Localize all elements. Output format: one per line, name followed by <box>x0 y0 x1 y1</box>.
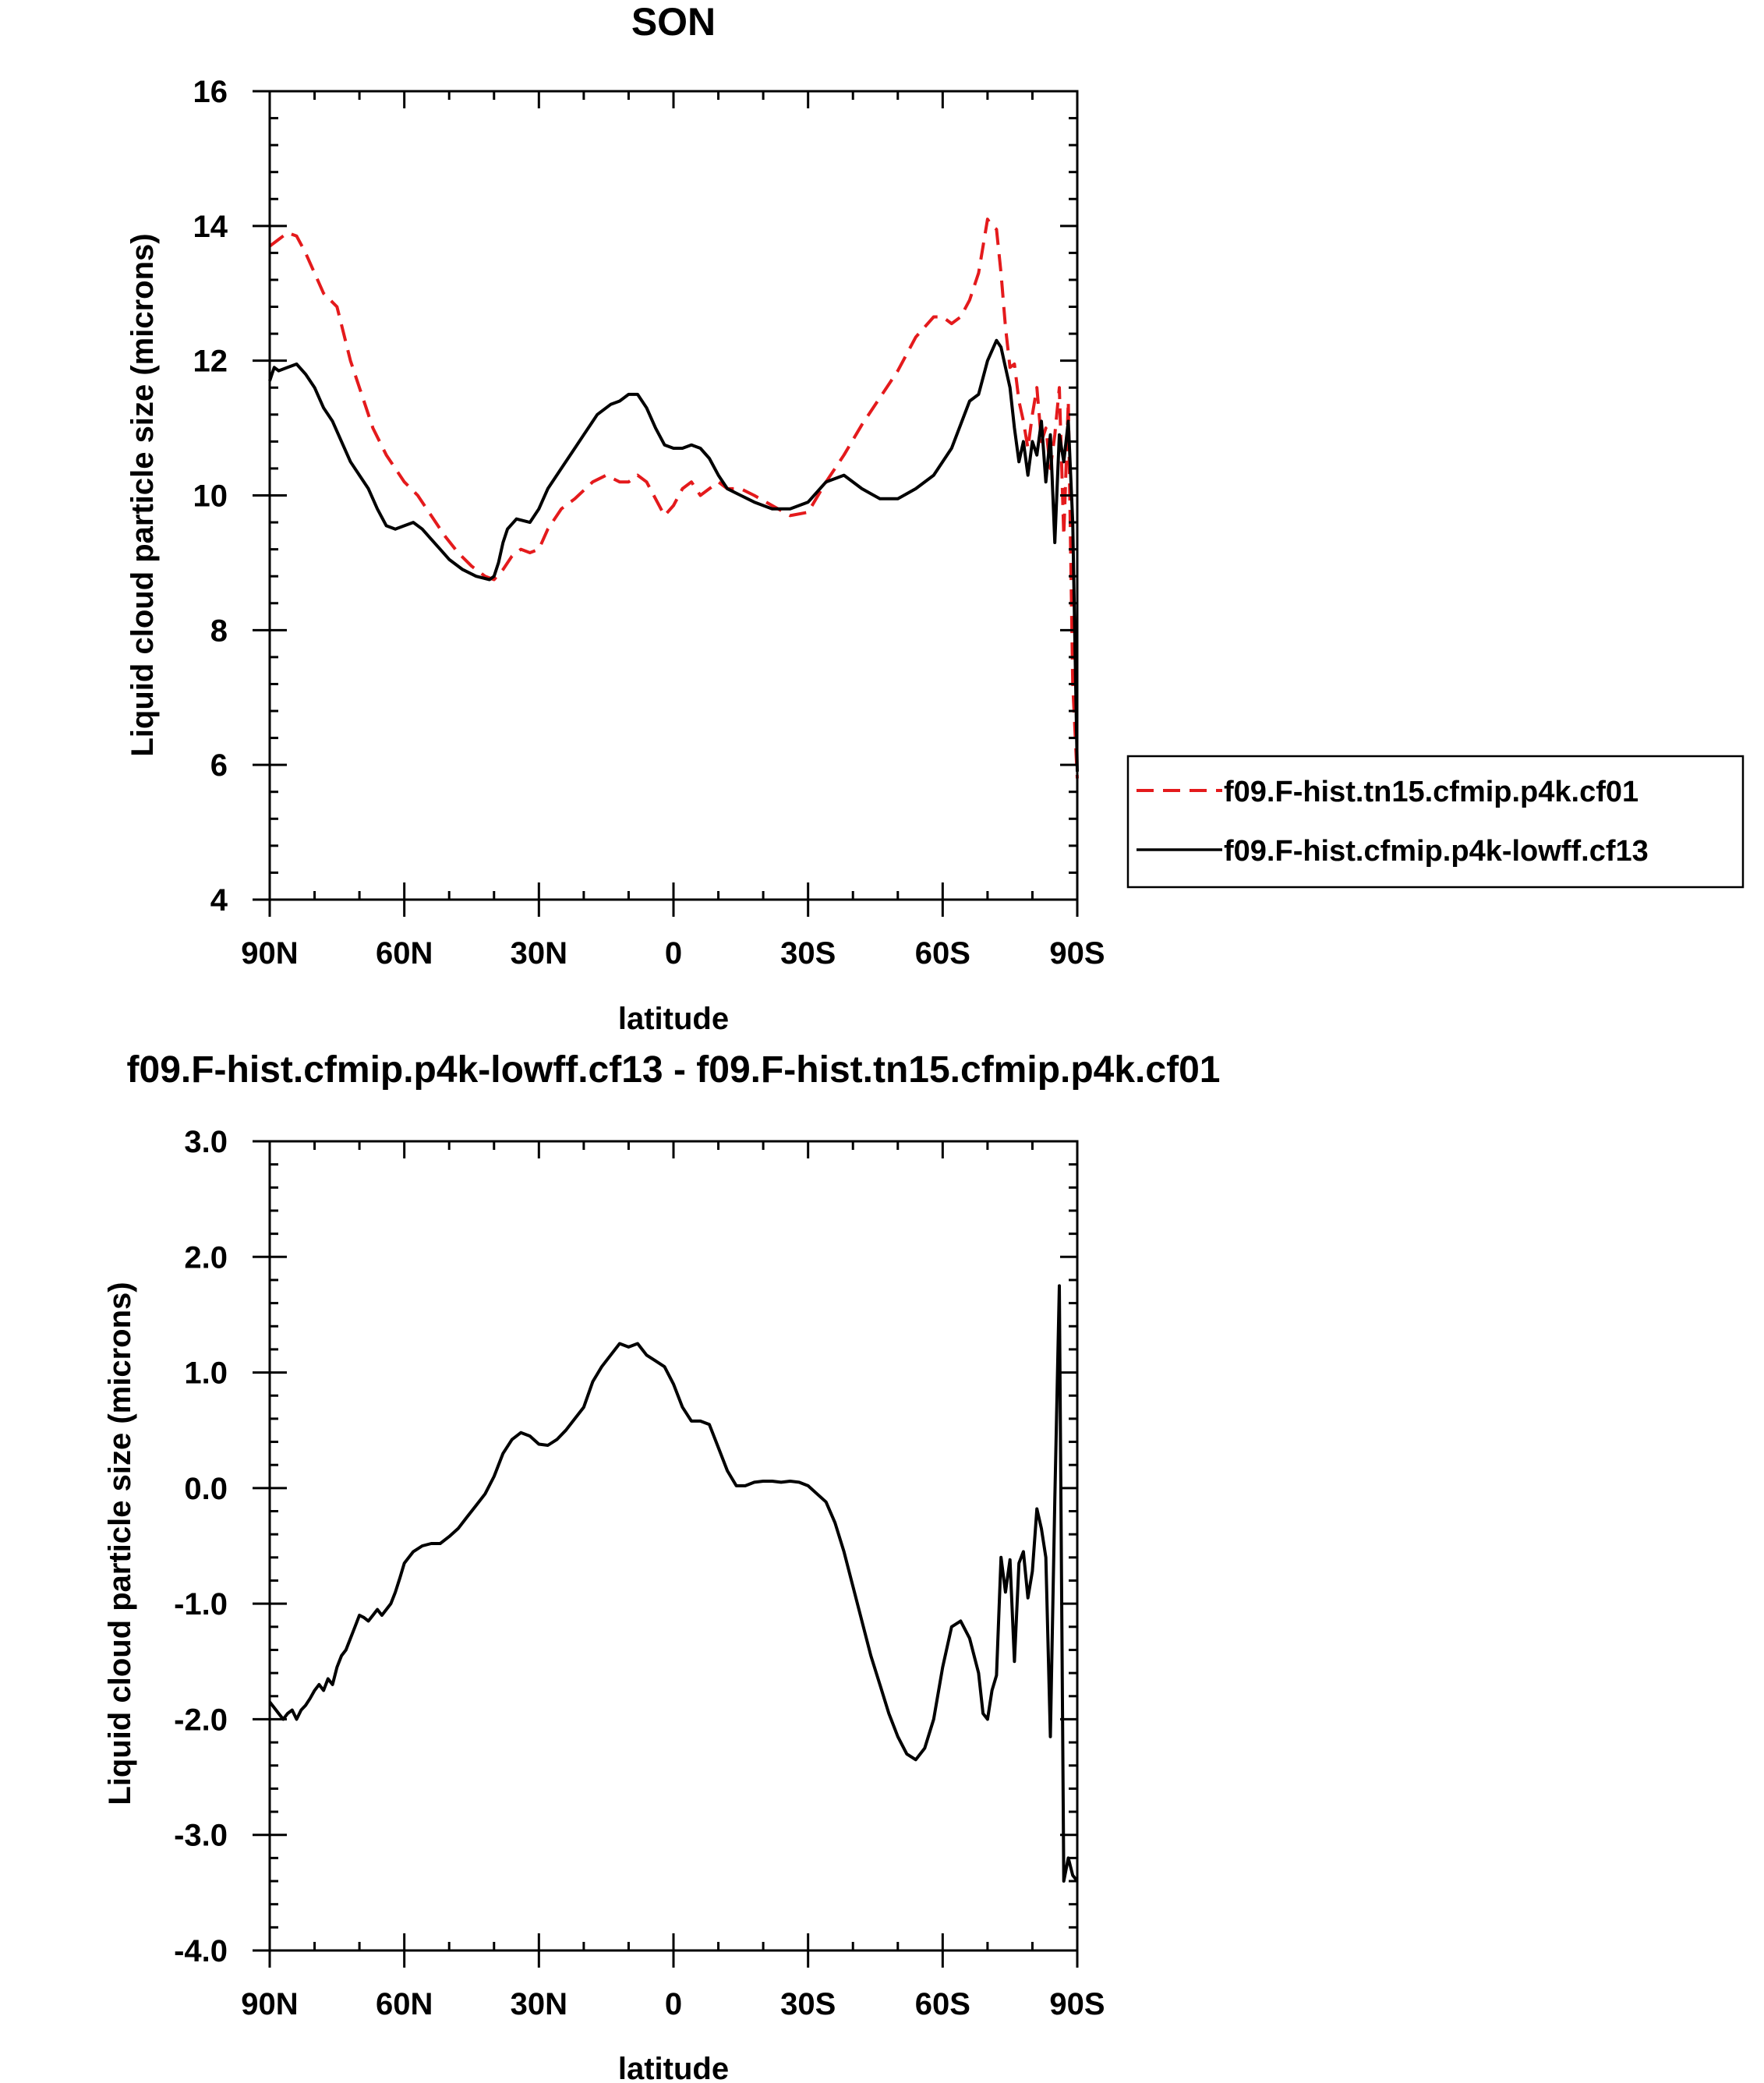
legend: f09.F-hist.tn15.cfmip.p4k.cf01 f09.F-his… <box>1126 755 1745 889</box>
bottom-plot-frame <box>268 1140 1079 1952</box>
legend-box <box>1126 755 1745 889</box>
top-ytick-label: 14 <box>193 210 228 244</box>
top-title: SON <box>631 0 716 44</box>
top-xlabel: latitude <box>618 1002 729 1036</box>
top-xtick-label: 90S <box>1049 936 1105 971</box>
bottom-series-line-0 <box>268 1284 1079 1883</box>
top-ytick-label: 8 <box>210 614 228 648</box>
top-xtick-label: 60N <box>376 936 433 971</box>
bottom-xlabel: latitude <box>618 2052 729 2083</box>
bottom-axes: 90N 60N 30N 0 30S 60S 90S -4.0 -3.0 -2.0 -1.0 0.0 1.… <box>174 1125 1105 2021</box>
bottom-ylabel: Liquid cloud particle size (microns) <box>103 1282 137 1805</box>
top-series-line-1 <box>268 338 1079 772</box>
bottom-panel: f09.F-hist.cfmip.p4k-lowff.cf13 - f09.F-… <box>103 1049 1220 2083</box>
bottom-ytick-label: -4.0 <box>174 1934 228 1968</box>
top-panel: SON 90N 60N 30N 0 30S 60S 90S 4 6 8 10 12 14 16 latit… <box>125 0 1745 1036</box>
top-ytick-label: 16 <box>193 75 228 109</box>
bottom-series-group <box>268 1284 1079 1883</box>
top-ytick-label: 12 <box>193 345 228 379</box>
top-axes: 90N 60N 30N 0 30S 60S 90S 4 6 8 10 12 14 16 <box>193 75 1105 971</box>
bottom-ytick-label: -3.0 <box>174 1819 228 1853</box>
bottom-ytick-label: 3.0 <box>184 1125 228 1159</box>
bottom-ytick-label: -2.0 <box>174 1703 228 1737</box>
top-xtick-label: 30N <box>511 936 567 971</box>
bottom-title: f09.F-hist.cfmip.p4k-lowff.cf13 - f09.F-… <box>127 1049 1221 1091</box>
bottom-xtick-label: 30S <box>780 1987 836 2021</box>
bottom-ytick-label: 1.0 <box>184 1356 228 1391</box>
bottom-xtick-label: 90N <box>241 1987 298 2021</box>
top-plot-frame <box>268 90 1079 901</box>
bottom-xtick-label: 60S <box>915 1987 970 2021</box>
top-xtick-label: 30S <box>780 936 836 971</box>
bottom-xtick-label: 30N <box>511 1987 567 2021</box>
bottom-ytick-label: 0.0 <box>184 1472 228 1506</box>
top-xtick-label: 0 <box>665 936 682 971</box>
bottom-ytick-label: -1.0 <box>174 1587 228 1621</box>
top-xtick-label: 60S <box>915 936 970 971</box>
top-series-group <box>268 217 1079 779</box>
legend-label-cf13: f09.F-hist.cfmip.p4k-lowff.cf13 <box>1224 835 1649 868</box>
top-series-line-0 <box>268 217 1079 779</box>
bottom-xtick-label: 0 <box>665 1987 682 2021</box>
bottom-xtick-label: 60N <box>376 1987 433 2021</box>
top-ylabel: Liquid cloud particle size (microns) <box>125 233 160 756</box>
top-ytick-label: 10 <box>193 479 228 514</box>
legend-label-cf01: f09.F-hist.tn15.cfmip.p4k.cf01 <box>1224 776 1639 808</box>
top-xtick-label: 90N <box>241 936 298 971</box>
bottom-ytick-label: 2.0 <box>184 1240 228 1275</box>
top-ytick-label: 6 <box>210 748 228 783</box>
bottom-xtick-label: 90S <box>1049 1987 1105 2021</box>
top-ytick-label: 4 <box>210 883 228 918</box>
